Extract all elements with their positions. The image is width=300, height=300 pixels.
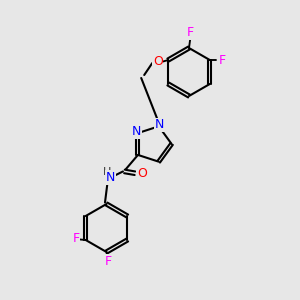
Text: H: H — [103, 167, 112, 177]
Text: F: F — [219, 53, 226, 67]
Text: N: N — [132, 125, 141, 138]
Text: F: F — [104, 255, 112, 268]
Text: O: O — [137, 167, 147, 180]
Text: O: O — [153, 55, 163, 68]
Text: F: F — [187, 26, 194, 40]
Text: F: F — [73, 232, 80, 245]
Text: N: N — [106, 171, 115, 184]
Text: N: N — [155, 118, 164, 131]
